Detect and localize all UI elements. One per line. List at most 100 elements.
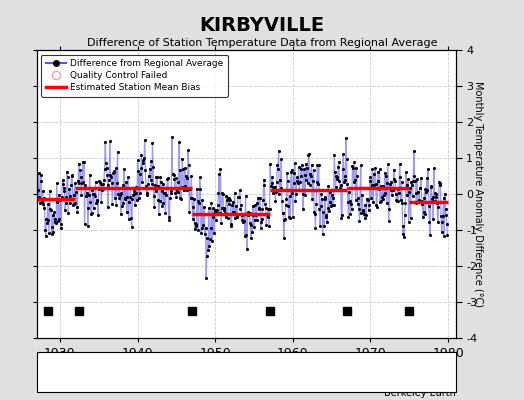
Point (267, 180, 276, 186)
Point (290, 180, 298, 186)
Point (283, 177, 292, 184)
Point (83, 190, 91, 196)
Point (439, 213, 447, 220)
Point (333, 176, 342, 183)
Point (156, 198, 164, 204)
Point (223, 215, 232, 221)
Point (277, 156, 286, 162)
Point (109, 170, 117, 176)
Point (243, 246, 251, 252)
Point (59, 180, 68, 187)
Point (105, 177, 113, 183)
Point (228, 202, 236, 208)
Point (60, 188, 69, 194)
Point (72, 188, 80, 195)
Point (339, 166, 347, 172)
Point (231, 214, 239, 221)
Point (195, 174, 204, 181)
Point (321, 194, 330, 200)
Point (170, 172, 178, 178)
Point (119, 200, 127, 206)
Point (235, 194, 243, 200)
Point (361, 202, 369, 208)
Point (178, 184, 186, 190)
Point (443, 221, 451, 228)
Point (113, 180, 121, 186)
Point (56, 197, 64, 204)
Point (266, 161, 275, 168)
Point (286, 215, 294, 222)
Point (161, 210, 170, 216)
Point (34, 186, 42, 193)
Point (38, 188, 47, 194)
Point (372, 181, 380, 188)
Point (360, 210, 368, 217)
Point (410, 172, 419, 179)
Point (237, 217, 246, 223)
Point (249, 212, 258, 218)
Point (324, 204, 332, 211)
Point (74, 161, 83, 168)
Point (362, 211, 370, 218)
Point (383, 180, 391, 187)
Point (322, 214, 330, 220)
Point (273, 162, 281, 168)
Point (283, 170, 291, 176)
Point (91, 179, 100, 185)
Point (408, 181, 416, 188)
Point (338, 211, 346, 218)
Point (123, 194, 132, 200)
Point (311, 210, 319, 217)
Point (251, 202, 259, 208)
Point (243, 212, 252, 218)
Point (62, 194, 71, 200)
Point (400, 212, 409, 218)
Point (70, 192, 79, 198)
Point (366, 178, 374, 184)
Point (112, 202, 121, 209)
Point (191, 220, 199, 226)
Point (282, 196, 291, 202)
Point (389, 186, 397, 193)
Point (275, 191, 283, 197)
Point (52, 220, 60, 226)
Point (233, 214, 242, 220)
Point (203, 252, 211, 259)
Point (198, 197, 206, 203)
Point (417, 175, 425, 181)
Point (299, 206, 308, 212)
Point (433, 218, 442, 225)
Point (49, 212, 57, 218)
Point (76, 167, 84, 173)
Point (405, 188, 413, 195)
Point (146, 165, 154, 172)
Point (128, 196, 137, 202)
Point (169, 170, 177, 177)
Point (319, 230, 327, 237)
Point (135, 195, 143, 202)
Point (430, 165, 438, 172)
Point (294, 164, 303, 171)
Point (344, 198, 352, 205)
Point (96, 181, 105, 187)
Point (320, 223, 328, 229)
Point (181, 183, 190, 189)
Point (380, 192, 388, 198)
Point (280, 235, 288, 241)
Point (326, 198, 334, 205)
Point (289, 214, 297, 220)
Point (414, 189, 422, 196)
Point (280, 216, 289, 223)
Point (149, 164, 157, 170)
Point (429, 194, 437, 200)
Point (415, 197, 423, 203)
Point (198, 225, 206, 231)
Point (404, 176, 412, 182)
Point (168, 134, 176, 140)
Point (247, 222, 256, 228)
Point (177, 196, 185, 202)
Point (85, 192, 93, 198)
Text: Difference of Station Temperature Data from Regional Average: Difference of Station Temperature Data f… (87, 38, 437, 48)
Point (346, 210, 355, 217)
Point (296, 178, 304, 185)
